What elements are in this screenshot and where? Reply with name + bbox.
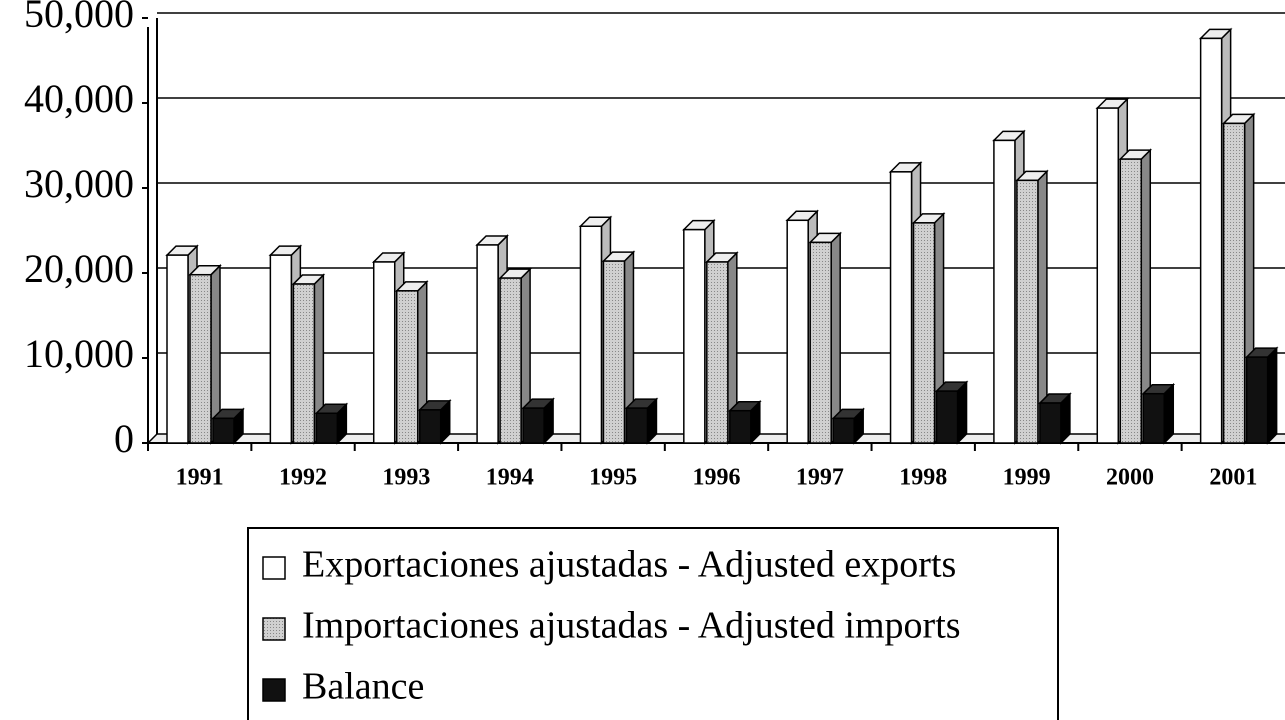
- bar: [1199, 37, 1223, 444]
- bar: [1142, 392, 1166, 444]
- bar: [1222, 122, 1246, 444]
- bar: [706, 261, 729, 444]
- bar: [476, 244, 499, 444]
- legend-label: Balance: [302, 666, 424, 708]
- bar: [912, 222, 936, 444]
- x-tick-label: 2001: [1209, 465, 1257, 491]
- legend-label: Exportaciones ajustadas - Adjusted expor…: [302, 544, 956, 586]
- bar: [1016, 179, 1039, 444]
- legend-swatch: [262, 556, 286, 580]
- bar: [1119, 158, 1143, 444]
- bar: [315, 412, 339, 444]
- x-tick-label: 1991: [176, 465, 224, 491]
- bar: [579, 225, 603, 444]
- bar: [166, 254, 189, 444]
- bar: [522, 407, 545, 444]
- bar: [935, 390, 959, 444]
- x-tick-label: 1999: [1003, 465, 1051, 491]
- y-tick-label: 0: [114, 416, 134, 461]
- y-tick-label: 20,000: [24, 246, 134, 291]
- bar: [993, 139, 1016, 444]
- bar: [395, 290, 419, 444]
- y-tick-label: 30,000: [24, 161, 134, 206]
- x-tick-label: 1998: [899, 465, 947, 491]
- bar: [809, 241, 832, 444]
- bar: [1039, 402, 1062, 444]
- x-tick-label: 1993: [382, 465, 430, 491]
- bar: [189, 273, 212, 444]
- bar: [418, 409, 442, 444]
- x-tick-label: 1996: [693, 465, 741, 491]
- bar: [372, 261, 396, 444]
- bar-side: [956, 380, 968, 445]
- bar: [269, 254, 293, 444]
- y-tick-label: 50,000: [24, 0, 134, 36]
- x-tick-label: 1995: [589, 465, 637, 491]
- bar: [889, 171, 913, 444]
- bar: [292, 283, 316, 444]
- bar: [602, 260, 626, 444]
- y-tick-label: 40,000: [24, 76, 134, 121]
- bar: [499, 277, 522, 444]
- bar: [729, 409, 752, 444]
- bar-side: [1266, 346, 1278, 445]
- legend-label: Importaciones ajustadas - Adjusted impor…: [302, 605, 961, 647]
- bar: [683, 228, 706, 444]
- bar: [1096, 107, 1120, 444]
- x-tick-label: 1994: [486, 465, 534, 491]
- bar: [212, 417, 235, 444]
- bar-side: [1163, 382, 1175, 445]
- x-tick-label: 1992: [279, 465, 327, 491]
- legend-box: [247, 527, 1059, 720]
- bar: [1245, 356, 1269, 444]
- bar: [832, 417, 855, 444]
- x-tick-label: 2000: [1106, 465, 1154, 491]
- y-tick-label: 10,000: [24, 331, 134, 376]
- legend-swatch: [262, 617, 286, 641]
- x-tick-label: 1997: [796, 465, 844, 491]
- bar-side: [830, 231, 841, 445]
- bar: [786, 219, 809, 444]
- legend-swatch: [262, 678, 286, 702]
- bar: [625, 407, 649, 444]
